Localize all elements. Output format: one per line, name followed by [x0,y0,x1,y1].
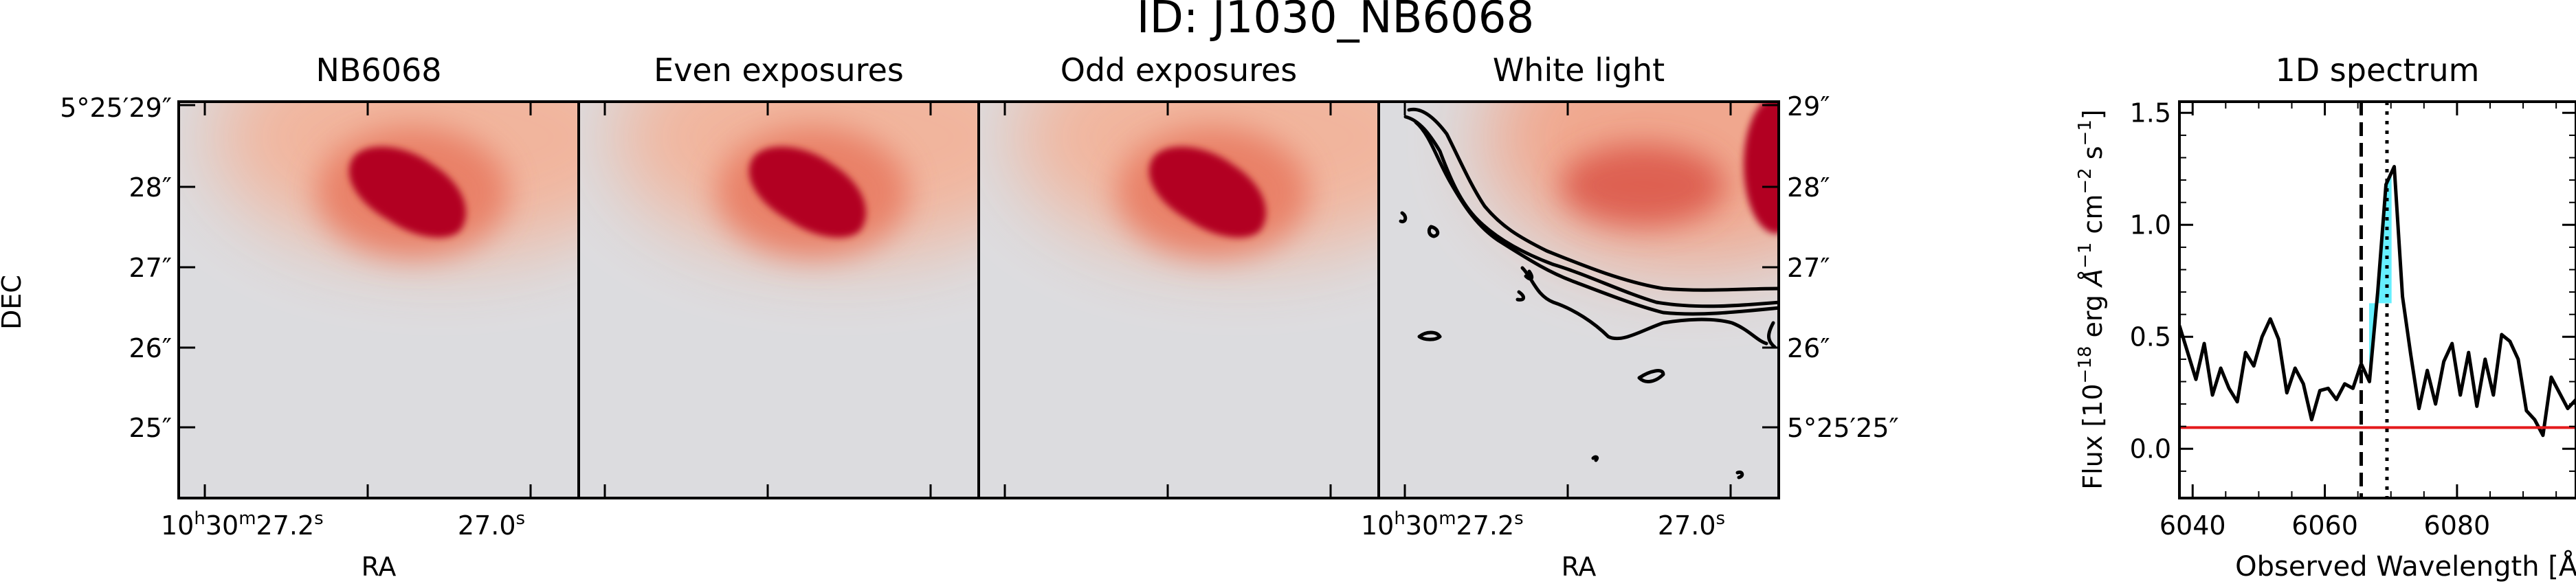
panel-title-odd: Odd exposures [1061,52,1298,89]
panel-even-exposures: Even exposures [577,52,980,499]
dec-tick-label: 28″ [1787,172,1830,203]
x-tick-label: 6080 [2424,510,2491,541]
image-source-blob [749,146,866,238]
spectrum-x-axis-label: Observed Wavelength [Å] [2235,550,2576,583]
ra-tick-label: 10h30m27.2s [161,508,324,541]
spectrum-plot-area [2179,102,2576,498]
panel-title-even: Even exposures [654,52,904,89]
flux-contours [1399,107,1779,480]
panel-title-white-light: White light [1493,52,1665,89]
dec-tick-label: 5°25′25″ [1787,413,1899,443]
ra-tick-labels-white-light: 10h30m27.2s 27.0s RA [1361,508,1725,582]
spectrum-panel: 1D spectrum 6040 6060 6080 0.0 0.5 1.0 1.5 Obs… [2075,52,2576,583]
image-source-blob [1744,102,1779,234]
y-tick-label: 0.0 [2130,433,2171,464]
image-source-blob [1149,146,1266,238]
ra-tick-label: 27.0s [458,508,525,541]
panel-frame [1377,100,1780,499]
dec-tick-label: 28″ [129,172,172,203]
y-tick-label: 1.5 [2130,98,2171,128]
image-ticks [180,102,1777,498]
dec-axis-label: DEC [0,275,27,330]
y-tick-label: 0.5 [2130,322,2171,352]
figure-suptitle: ID: J1030_NB6068 [1137,0,1534,43]
x-tick-label: 6060 [2291,510,2358,541]
dec-tick-labels-right: 29″ 28″ 27″ 26″ 5°25′25″ [1787,91,1899,443]
image-glow-mid [1560,144,1725,227]
spectrum-y-axis-label: Flux [10−18 erg Å−1 cm−2 s−1] [2075,109,2108,489]
dec-tick-labels-left: 5°25′29″ 28″ 27″ 26″ 25″ [60,93,172,443]
dec-tick-label: 27″ [129,253,172,283]
dec-tick-label: 26″ [129,333,172,363]
x-tick-label: 6040 [2159,510,2226,541]
ra-tick-label: 10h30m27.2s [1361,508,1524,541]
ra-tick-labels-first: 10h30m27.2s 27.0s RA [161,508,525,582]
panel-odd-exposures: Odd exposures [977,52,1380,499]
image-source-blob [349,146,466,238]
dec-tick-label: 29″ [1787,91,1830,122]
image-glow-outer [1485,102,1779,268]
spectrum-frame [2178,100,2576,499]
dec-tick-label: 27″ [1787,253,1830,283]
panel-white-light: White light [1377,52,1780,499]
spectrum-title: 1D spectrum [2276,52,2480,89]
panel-title-nb6068: NB6068 [315,52,441,89]
ra-axis-label: RA [1562,552,1597,582]
flux-spectrum-line [2179,165,2576,438]
dec-tick-label: 26″ [1787,333,1830,363]
y-tick-label: 1.0 [2130,210,2171,240]
dec-tick-label: 5°25′29″ [60,93,172,123]
ra-axis-label: RA [362,552,397,582]
image-axes: DEC 5°25′29″ 28″ 27″ 26″ 25″ 29″ 28″ 27″… [0,91,1899,582]
spectrum-ticks: 6040 6060 6080 0.0 0.5 1.0 1.5 [2130,98,2576,541]
dec-tick-label: 25″ [129,413,172,443]
ra-tick-label: 27.0s [1658,508,1725,541]
